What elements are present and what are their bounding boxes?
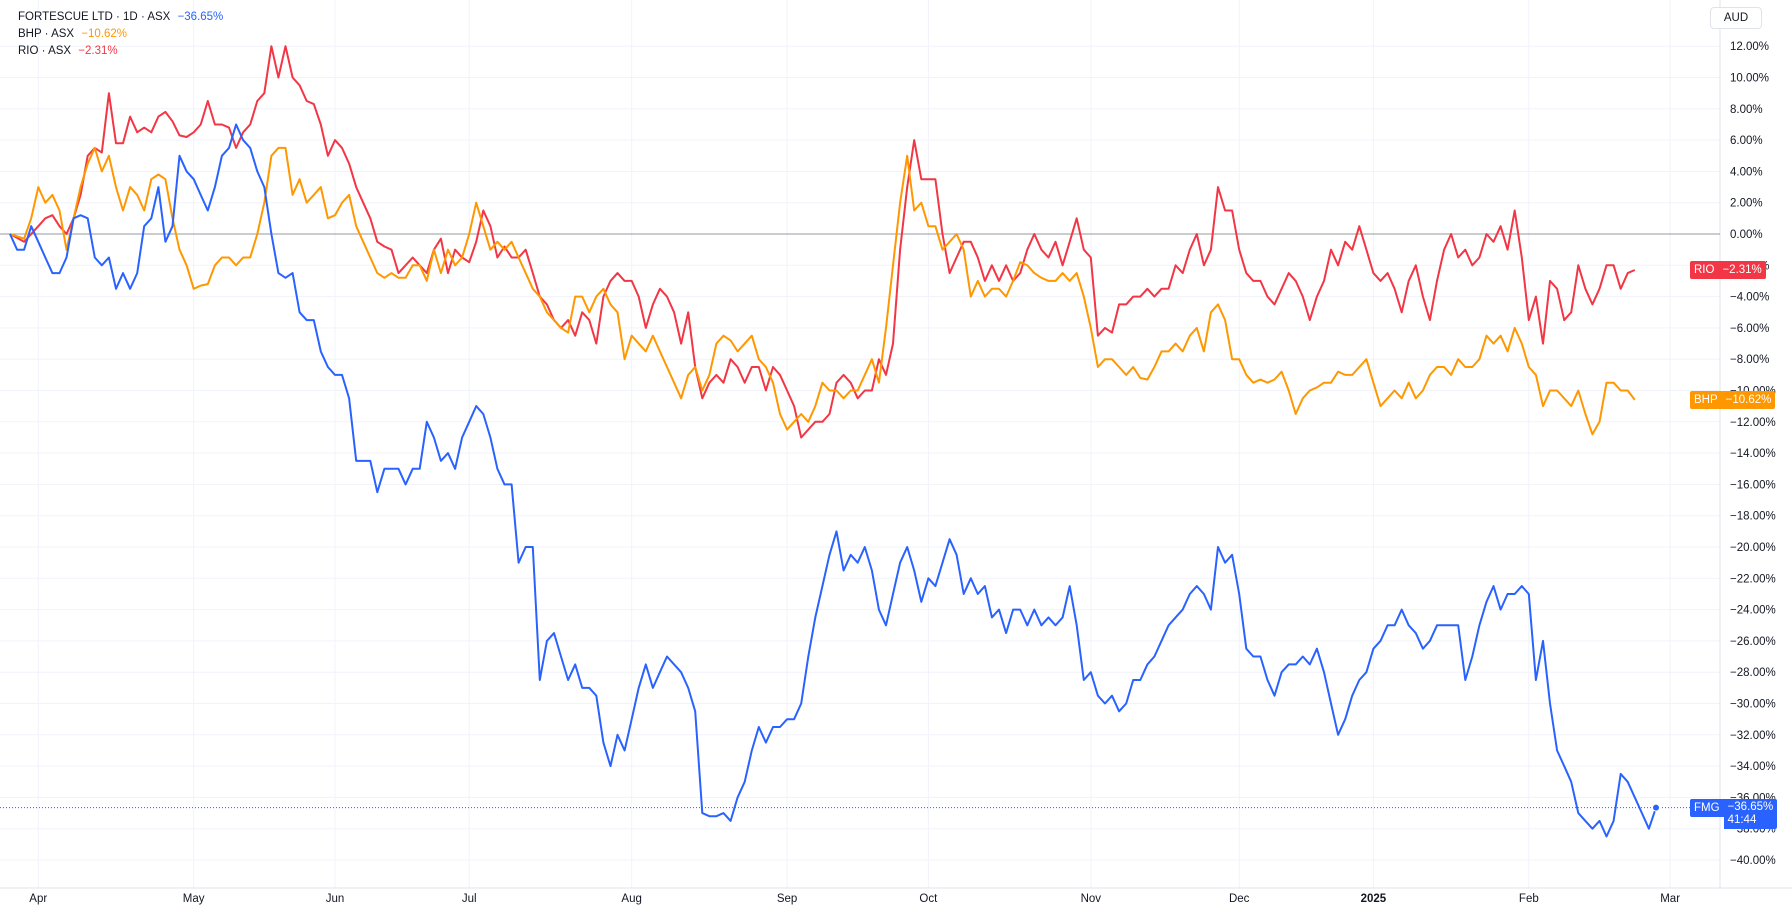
y-tick-label: 10.00% xyxy=(1730,73,1769,85)
y-tick-label: −22.00% xyxy=(1730,573,1776,585)
legend-exchange: ASX xyxy=(51,28,75,40)
y-tick-label: −34.00% xyxy=(1730,761,1776,773)
y-tick-label: −24.00% xyxy=(1730,605,1776,617)
x-tick-label: May xyxy=(183,893,205,905)
y-tick-label: −20.00% xyxy=(1730,542,1776,554)
y-tick-label: −32.00% xyxy=(1730,730,1776,742)
series-line-bhp xyxy=(9,146,1636,436)
legend-row-rio[interactable]: RIO · ASX −2.31% xyxy=(18,43,223,60)
x-tick-label: Mar xyxy=(1660,893,1680,905)
y-tick-label: −8.00% xyxy=(1730,354,1769,366)
price-tag-fmg: FMG −36.65% 41:44 xyxy=(1690,798,1778,829)
price-tag-value: −2.31% xyxy=(1718,260,1766,279)
price-tag-symbol: RIO xyxy=(1690,260,1719,279)
price-tag-rio: RIO −2.31% xyxy=(1690,260,1766,279)
y-tick-label: −6.00% xyxy=(1730,323,1769,335)
x-tick-label: Dec xyxy=(1229,893,1250,905)
price-tag-value: −36.65% xyxy=(1727,800,1774,813)
y-tick-label: 8.00% xyxy=(1730,104,1763,116)
x-tick-label: Apr xyxy=(29,893,47,905)
currency-button[interactable]: AUD xyxy=(1710,7,1762,29)
grid-lines xyxy=(0,0,1720,888)
legend-separator: · xyxy=(140,11,145,23)
x-tick-label: Aug xyxy=(621,893,641,905)
x-tick-label: Sep xyxy=(777,893,797,905)
price-tag-value-box: −36.65% 41:44 xyxy=(1723,798,1778,829)
legend-exchange: ASX xyxy=(147,11,171,23)
fmg-last-point xyxy=(1652,803,1660,812)
series-lines xyxy=(9,45,1660,838)
legend-row-fmg[interactable]: FORTESCUE LTD · 1D · ASX −36.65% xyxy=(18,9,223,26)
bar-countdown: 41:44 xyxy=(1727,813,1757,826)
y-tick-label: 0.00% xyxy=(1730,229,1763,241)
y-tick-label: 4.00% xyxy=(1730,166,1763,178)
legend-exchange: ASX xyxy=(48,45,72,57)
price-tag-symbol: FMG xyxy=(1690,798,1724,817)
y-tick-label: −4.00% xyxy=(1730,292,1769,304)
legend-row-bhp[interactable]: BHP · ASX −10.62% xyxy=(18,26,223,43)
legend-separator: · xyxy=(41,45,46,57)
y-tick-label: 2.00% xyxy=(1730,198,1763,210)
y-tick-label: −18.00% xyxy=(1730,511,1776,523)
x-tick-label: Oct xyxy=(919,893,938,905)
x-tick-label: Jun xyxy=(326,893,345,905)
legend: FORTESCUE LTD · 1D · ASX −36.65% BHP · A… xyxy=(18,9,223,60)
legend-symbol-name: FORTESCUE LTD xyxy=(18,11,113,23)
y-tick-label: −16.00% xyxy=(1730,479,1776,491)
y-tick-label: −40.00% xyxy=(1730,855,1776,867)
series-line-rio xyxy=(9,45,1636,439)
legend-change: −2.31% xyxy=(78,45,118,57)
legend-symbol-name: BHP xyxy=(18,28,42,40)
legend-change: −10.62% xyxy=(81,28,128,40)
legend-interval: 1D xyxy=(123,11,138,23)
x-tick-label: Jul xyxy=(462,893,477,905)
y-tick-label: −26.00% xyxy=(1730,636,1776,648)
legend-separator: · xyxy=(115,11,120,23)
y-tick-label: −30.00% xyxy=(1730,699,1776,711)
y-tick-label: −28.00% xyxy=(1730,667,1776,679)
x-tick-label: Nov xyxy=(1081,893,1102,905)
legend-symbol-name: RIO xyxy=(18,45,39,57)
series-line-fmg xyxy=(9,123,1657,838)
y-tick-label: 6.00% xyxy=(1730,135,1763,147)
time-scale-labels: AprMayJunJulAugSepOctNovDec2025FebMarApr xyxy=(29,893,1680,905)
price-scale-labels: 12.00%10.00%8.00%6.00%4.00%2.00%0.00%−2.… xyxy=(1730,41,1776,867)
legend-separator: · xyxy=(44,28,49,40)
price-tag-value: −10.62% xyxy=(1721,390,1776,409)
legend-change: −36.65% xyxy=(177,11,224,23)
price-tag-bhp: BHP −10.62% xyxy=(1690,390,1776,409)
x-tick-label: Feb xyxy=(1519,893,1539,905)
y-tick-label: −12.00% xyxy=(1730,417,1776,429)
y-tick-label: −14.00% xyxy=(1730,448,1776,460)
x-tick-label: 2025 xyxy=(1361,893,1387,905)
y-tick-label: 12.00% xyxy=(1730,41,1769,53)
price-tag-symbol: BHP xyxy=(1690,390,1722,409)
